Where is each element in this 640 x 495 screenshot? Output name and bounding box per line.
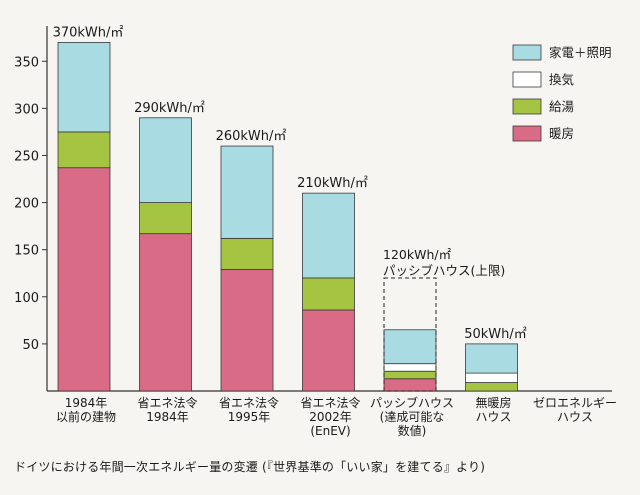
bar-total-label: 290kWh/㎡ [134,101,205,116]
legend-label: 家電＋照明 [549,45,612,60]
chart-caption: ドイツにおける年間一次エネルギー量の変遷 (『世界基準の「いい家」を建てる』より… [14,460,486,474]
limit-box-dashed [383,277,437,392]
bar-segment-換気 [465,372,518,383]
bar-segment-給湯 [465,382,518,392]
y-tick-label: 100 [14,291,39,306]
y-tick-label: 300 [14,102,39,117]
bar-total-label: 50kWh/㎡ [464,327,527,342]
bar-segment-家電＋照明 [57,42,111,133]
bar-segment-家電＋照明 [465,343,518,374]
bar-segment-暖房 [220,269,274,392]
x-category-label: 1995年 [228,410,271,424]
bar-segment-給湯 [302,277,355,311]
x-category-label: ゼロエネルギー [533,396,617,410]
legend-swatch [512,71,542,88]
x-category-label: 2002年 [309,410,352,424]
bar-segment-換気 [383,363,437,372]
x-category-label: 以前の建物 [56,409,116,424]
bar-total-label: 260kWh/㎡ [216,129,287,144]
bar-total-label: 210kWh/㎡ [297,176,368,191]
legend-swatch [512,125,542,142]
bar-segment-暖房 [139,233,192,392]
bar-segment-給湯 [383,370,437,380]
y-tick-label: 250 [14,149,39,164]
bar-segment-家電＋照明 [139,117,192,203]
bar-segment-給湯 [139,202,192,235]
bar-segment-給湯 [57,131,111,169]
bar-segment-家電＋照明 [220,145,274,239]
x-category-label: パッシブハウス [370,395,454,410]
x-category-label: 無暖房 [475,395,511,410]
legend-swatch [512,44,542,61]
x-category-label: 省エネ法令 [300,395,360,410]
x-category-label: 省エネ法令 [219,395,279,410]
bar-segment-家電＋照明 [383,329,437,365]
bar-segment-給湯 [220,237,274,270]
legend-label: 給湯 [549,99,574,114]
bar-segment-暖房 [302,309,355,392]
legend-label: 暖房 [549,126,574,141]
bar-segment-暖房 [57,167,111,392]
y-tick-label: 200 [14,197,39,212]
x-category-label: (EnEV) [310,424,350,438]
x-category-label: 1984年 [146,410,189,424]
legend-label: 換気 [549,72,574,87]
x-category-label: 1984年 [65,396,108,410]
x-category-label: 数値) [398,423,427,438]
y-tick-label: 50 [22,338,39,353]
x-category-label: ハウス [557,410,593,424]
bar-segment-暖房 [383,378,437,392]
limit-box-label: パッシブハウス(上限) [383,263,505,278]
limit-box-label: 120kWh/㎡ [383,247,452,262]
bar-total-label: 370kWh/㎡ [53,25,124,40]
x-category-label: ハウス [475,410,511,424]
bar-segment-家電＋照明 [302,192,355,279]
legend-swatch [512,98,542,115]
x-category-label: (達成可能な [380,410,445,424]
y-tick-label: 150 [14,244,39,259]
x-category-label: 省エネ法令 [137,395,197,410]
y-tick-label: 350 [14,55,39,70]
